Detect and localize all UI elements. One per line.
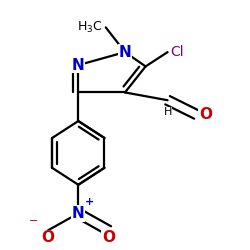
Text: Cl: Cl [170, 45, 184, 59]
Text: O: O [199, 107, 212, 122]
Text: O: O [102, 230, 115, 245]
Text: N: N [72, 58, 85, 72]
Text: O: O [42, 230, 54, 245]
Text: N: N [119, 44, 132, 60]
Text: N: N [72, 206, 85, 221]
Text: H: H [164, 107, 172, 117]
Text: −: − [29, 216, 38, 226]
Text: H$_3$C: H$_3$C [78, 20, 103, 35]
Text: +: + [85, 197, 94, 207]
